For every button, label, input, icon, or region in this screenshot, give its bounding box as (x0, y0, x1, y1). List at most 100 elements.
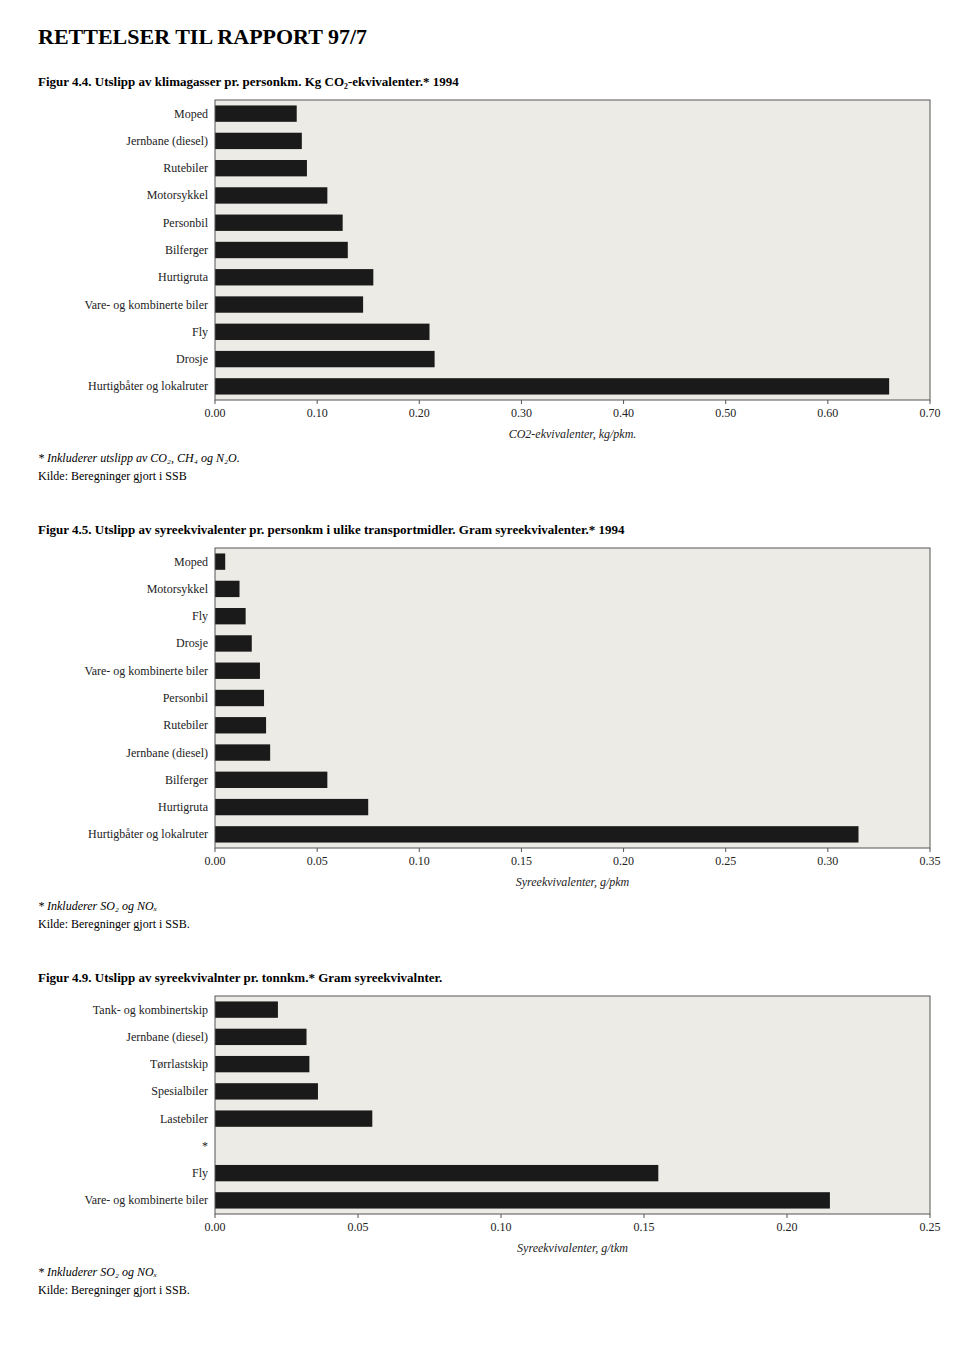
category-label: Moped (174, 107, 208, 121)
bar (215, 635, 252, 651)
category-label: Drosje (176, 636, 208, 650)
chart-title: Figur 4.9. Utslipp av syreekvivalnter pr… (38, 970, 442, 985)
bar (215, 133, 302, 149)
category-label: Fly (192, 1166, 208, 1180)
tick-mark (419, 848, 420, 852)
chart: Figur 4.4. Utslipp av klimagasser pr. pe… (38, 74, 941, 483)
bar (215, 581, 240, 597)
footnote: Kilde: Beregninger gjort i SSB. (38, 1283, 190, 1297)
category-label: Fly (192, 325, 208, 339)
bars (215, 105, 889, 394)
category-label: Vare- og kombinerte biler (84, 1193, 208, 1207)
category-label: Tørrlastskip (150, 1057, 208, 1071)
bar (215, 553, 225, 569)
tick-mark (419, 400, 420, 404)
bar (215, 105, 297, 121)
footnote: * Inkluderer SO₂ og NOₓ (38, 1265, 157, 1279)
plot-frame (215, 548, 930, 848)
bars (215, 553, 859, 842)
tick-label: 0.10 (409, 854, 430, 868)
category-label: Jernbane (diesel) (126, 746, 208, 760)
bar (215, 1192, 830, 1208)
bar (215, 187, 327, 203)
tick-label: 0.20 (777, 1220, 798, 1234)
tick-mark (827, 848, 828, 852)
tick-mark (930, 400, 931, 404)
bar (215, 1001, 278, 1017)
tick-label: 0.00 (205, 854, 226, 868)
tick-mark (215, 1214, 216, 1218)
tick-label: 0.30 (817, 854, 838, 868)
chart-title: Figur 4.5. Utslipp av syreekvivalenter p… (38, 522, 625, 537)
tick-label: 0.20 (613, 854, 634, 868)
chart: Figur 4.5. Utslipp av syreekvivalenter p… (38, 522, 941, 931)
category-label: Vare- og kombinerte biler (84, 298, 208, 312)
bar (215, 1165, 658, 1181)
category-label: Rutebiler (163, 161, 208, 175)
page-title: RETTELSER TIL RAPPORT 97/7 (38, 24, 367, 49)
category-label: Tank- og kombinertskip (93, 1003, 208, 1017)
tick-label: 0.60 (817, 406, 838, 420)
tick-label: 0.15 (634, 1220, 655, 1234)
category-label: Fly (192, 609, 208, 623)
tick-label: 0.30 (511, 406, 532, 420)
plot-frame (215, 996, 930, 1214)
tick-mark (930, 1214, 931, 1218)
bar (215, 1056, 309, 1072)
tick-label: 0.00 (205, 406, 226, 420)
tick-label: 0.35 (920, 854, 941, 868)
tick-mark (317, 848, 318, 852)
tick-mark (521, 848, 522, 852)
tick-mark (623, 400, 624, 404)
category-label: Jernbane (diesel) (126, 134, 208, 148)
category-label: Bilferger (165, 243, 208, 257)
axis-label: Syreekvivalenter, g/tkm (517, 1241, 628, 1255)
bar (215, 1110, 372, 1126)
category-label: Bilferger (165, 773, 208, 787)
category-label: Drosje (176, 352, 208, 366)
bar (215, 799, 368, 815)
tick-mark (358, 1214, 359, 1218)
axis-label: Syreekvivalenter, g/pkm (516, 875, 630, 889)
tick-label: 0.05 (307, 854, 328, 868)
tick-mark (787, 1214, 788, 1218)
bar (215, 324, 430, 340)
footnote: Kilde: Beregninger gjort i SSB. (38, 917, 190, 931)
tick-mark (521, 400, 522, 404)
tick-mark (644, 1214, 645, 1218)
bar (215, 1083, 318, 1099)
tick-label: 0.50 (715, 406, 736, 420)
bars (215, 1001, 830, 1208)
category-label: Personbil (163, 691, 209, 705)
bar (215, 378, 889, 394)
bar (215, 690, 264, 706)
footnote: * Inkluderer SO₂ og NOₓ (38, 899, 157, 913)
category-label: Spesialbiler (151, 1084, 208, 1098)
category-label: Personbil (163, 216, 209, 230)
bar (215, 296, 363, 312)
category-label: Moped (174, 555, 208, 569)
bar (215, 215, 343, 231)
chart-title: Figur 4.4. Utslipp av klimagasser pr. pe… (38, 74, 459, 89)
tick-mark (725, 848, 726, 852)
bar (215, 717, 266, 733)
tick-mark (827, 400, 828, 404)
footnote: Kilde: Beregninger gjort i SSB (38, 469, 187, 483)
tick-label: 0.10 (491, 1220, 512, 1234)
chart: Figur 4.9. Utslipp av syreekvivalnter pr… (38, 970, 941, 1297)
tick-mark (215, 848, 216, 852)
tick-label: 0.25 (715, 854, 736, 868)
tick-mark (725, 400, 726, 404)
bar (215, 242, 348, 258)
axis-label: CO2-ekvivalenter, kg/pkm. (509, 427, 637, 441)
bar (215, 269, 373, 285)
tick-mark (623, 848, 624, 852)
tick-label: 0.40 (613, 406, 634, 420)
tick-mark (317, 400, 318, 404)
bar (215, 772, 327, 788)
bar (215, 744, 270, 760)
tick-label: 0.05 (348, 1220, 369, 1234)
page: RETTELSER TIL RAPPORT 97/7 Figur 4.4. Uts… (0, 0, 960, 1355)
bar (215, 826, 859, 842)
category-label: Rutebiler (163, 718, 208, 732)
